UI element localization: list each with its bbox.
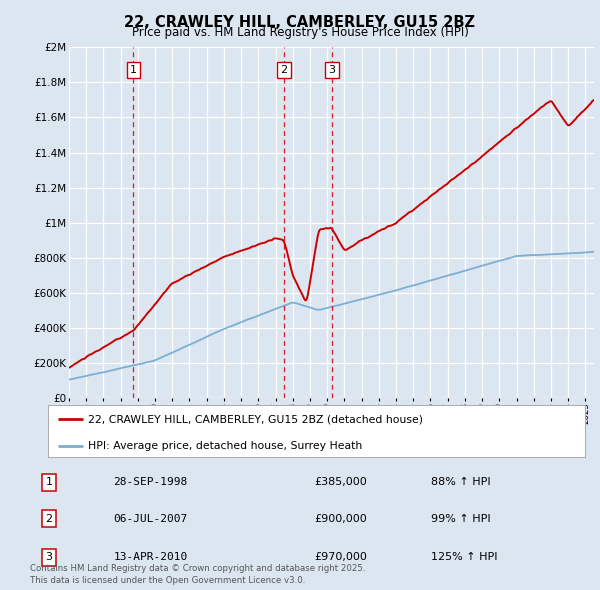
Text: £970,000: £970,000 — [314, 552, 367, 562]
Text: 2: 2 — [281, 65, 288, 75]
Text: 13-APR-2010: 13-APR-2010 — [113, 552, 188, 562]
Text: 28-SEP-1998: 28-SEP-1998 — [113, 477, 188, 487]
Text: 99% ↑ HPI: 99% ↑ HPI — [431, 514, 491, 523]
Text: 2: 2 — [46, 514, 53, 523]
Text: 125% ↑ HPI: 125% ↑ HPI — [431, 552, 498, 562]
Text: 1: 1 — [130, 65, 137, 75]
Text: 1: 1 — [46, 477, 53, 487]
Text: 06-JUL-2007: 06-JUL-2007 — [113, 514, 188, 523]
Text: HPI: Average price, detached house, Surrey Heath: HPI: Average price, detached house, Surr… — [88, 441, 362, 451]
Text: Price paid vs. HM Land Registry's House Price Index (HPI): Price paid vs. HM Land Registry's House … — [131, 26, 469, 39]
Text: 22, CRAWLEY HILL, CAMBERLEY, GU15 2BZ (detached house): 22, CRAWLEY HILL, CAMBERLEY, GU15 2BZ (d… — [88, 414, 423, 424]
Text: 3: 3 — [329, 65, 335, 75]
Text: 3: 3 — [46, 552, 53, 562]
Text: 88% ↑ HPI: 88% ↑ HPI — [431, 477, 491, 487]
Text: £900,000: £900,000 — [314, 514, 367, 523]
Text: £385,000: £385,000 — [314, 477, 367, 487]
Text: Contains HM Land Registry data © Crown copyright and database right 2025.
This d: Contains HM Land Registry data © Crown c… — [30, 565, 365, 585]
Text: 22, CRAWLEY HILL, CAMBERLEY, GU15 2BZ: 22, CRAWLEY HILL, CAMBERLEY, GU15 2BZ — [125, 15, 476, 30]
